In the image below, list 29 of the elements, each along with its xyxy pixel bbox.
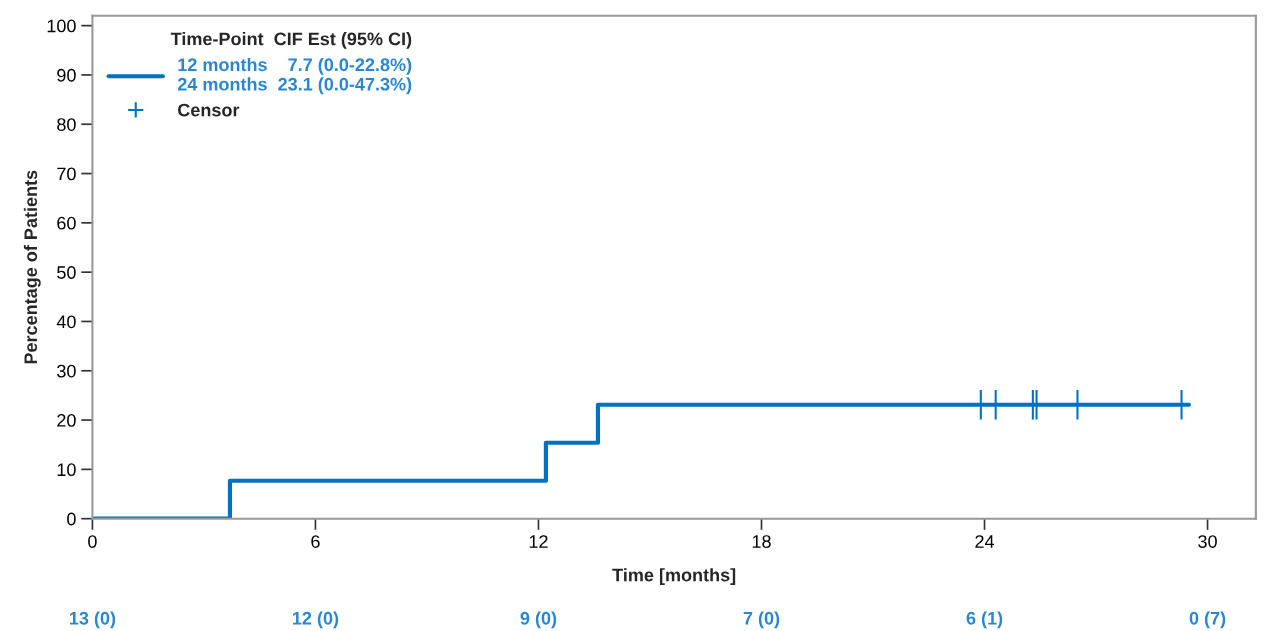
text: 9 (0) <box>520 611 557 629</box>
x-tick-label: 6 <box>311 535 320 548</box>
y-tick-label: 20 <box>57 414 76 427</box>
y-tick-label: 10 <box>57 463 76 477</box>
legend-title: Time-Point CIF Est (95% CI) <box>170 32 412 49</box>
legend-label: Censor <box>178 103 240 117</box>
y-tick-label: 60 <box>57 216 76 230</box>
x-tick-label: 24 <box>975 535 995 548</box>
text: 0 (7) <box>1189 611 1226 629</box>
annotation: 24 months 23.1 (0.0-47.3%) <box>177 77 412 95</box>
y-tick-label: 40 <box>56 315 76 329</box>
x-tick-label: 30 <box>1198 535 1217 548</box>
y-tick-label: 100 <box>47 19 76 33</box>
text: 12 (0) <box>293 611 339 629</box>
x-tick-label: 0 <box>88 535 97 548</box>
y-tick-label: 90 <box>57 68 76 82</box>
text: 13 (0) <box>69 611 116 629</box>
y-axis-title: Percentage of Patients <box>23 170 41 364</box>
x-axis-title: Time [months] <box>612 568 736 585</box>
y-tick-label: 80 <box>57 118 76 131</box>
text: 6 (1) <box>966 611 1003 629</box>
y-tick-label: 0 <box>67 512 76 526</box>
y-tick-label: 30 <box>57 364 76 378</box>
y-tick-label: 70 <box>57 167 76 181</box>
text: 7 (0) <box>743 611 780 629</box>
annotation: 12 months 7.7 (0.0-22.8%) <box>178 57 412 75</box>
y-tick-label: 50 <box>57 266 76 279</box>
x-tick-label: 12 <box>529 535 548 548</box>
x-tick-label: 18 <box>752 535 771 548</box>
